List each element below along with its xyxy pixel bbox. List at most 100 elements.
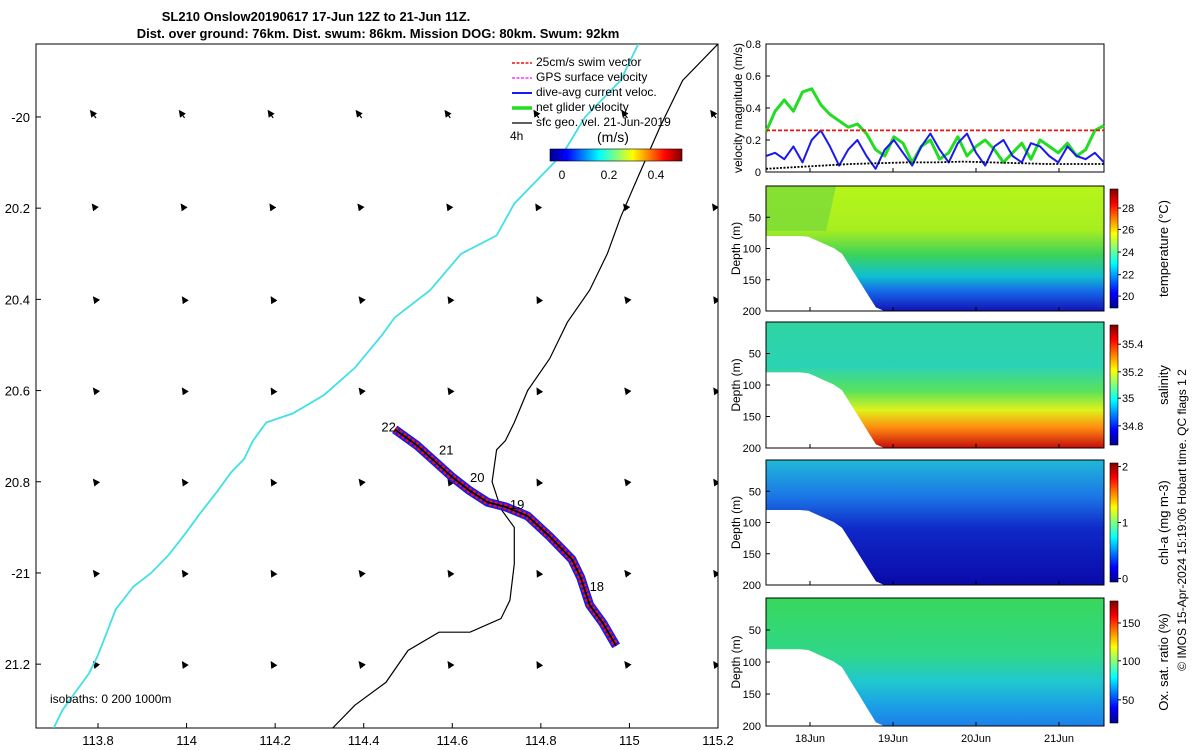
day-label: 18: [590, 579, 604, 594]
geo-velocity-arrow: [535, 203, 543, 212]
colorbar-tick-label: 34.8: [1122, 421, 1143, 433]
colorbar-tick-label: 150: [1122, 618, 1140, 630]
velocity-line: [764, 87, 1105, 164]
date-axis: 18Jun 19Jun 20Jun 21Jun: [795, 168, 1074, 745]
geo-velocity-arrow: [357, 203, 365, 212]
colorbar-tick-label: 35.2: [1122, 367, 1143, 379]
depth-tick-label: 50: [749, 625, 761, 637]
velocity-ylabel: velocity magnitude (m/s): [731, 43, 745, 173]
geo-velocity-arrow: [624, 296, 632, 305]
legend-item-net: net glider velocity: [512, 100, 629, 114]
colorbar-tick-label: 0: [1122, 573, 1128, 585]
geo-velocity-arrow: [536, 478, 544, 487]
date-tick-label: 20Jun: [961, 733, 991, 745]
geo-velocity-arrow: [181, 387, 189, 396]
geo-velocity-arrow: [712, 203, 718, 212]
colorbar-tick-label: 35.4: [1122, 339, 1143, 351]
map-legend: 25cm/s swim vector GPS surface velocity …: [512, 55, 671, 129]
map-y-tick-label: -20: [11, 110, 30, 125]
map-x-tick-label: 113.8: [82, 733, 114, 748]
depth-tick-label: 100: [743, 657, 761, 669]
section-warm-patch: [766, 186, 836, 231]
section-colorbar: [1109, 462, 1119, 583]
map-x-tick-label: 115.2: [702, 733, 734, 748]
velocity-y-tick-label: 0: [755, 167, 761, 179]
geo-velocity-arrow: [89, 109, 98, 119]
depth-tick-label: 100: [743, 518, 761, 530]
geo-velocity-arrow: [180, 203, 188, 212]
geo-velocity-arrow: [447, 387, 455, 396]
geo-velocity-arrow: [270, 660, 278, 669]
legend-item-gps: GPS surface velocity: [512, 70, 647, 84]
geo-velocity-arrow: [624, 478, 632, 487]
day-labels: 22 21 20 19 18: [381, 420, 604, 595]
geo-velocity-arrow: [358, 296, 366, 305]
day-label: 22: [381, 420, 395, 435]
chart-subtitle: Dist. over ground: 76km. Dist. swum: 86k…: [137, 26, 620, 41]
svg-text:sfc geo. vel. 21-Jun-2019: sfc geo. vel. 21-Jun-2019: [536, 115, 671, 129]
colorbar-tick-label: 22: [1122, 270, 1134, 282]
svg-text:dive-avg current veloc.: dive-avg current veloc.: [536, 85, 657, 99]
map-y-tick-label: 21.2: [5, 657, 30, 672]
map-x-tick-label: 114.4: [348, 733, 380, 748]
svg-text:net glider velocity: net glider velocity: [536, 100, 629, 114]
section-data-fill: [766, 598, 1104, 726]
geo-velocity-arrow: [91, 203, 99, 212]
geo-velocity-arrow: [447, 569, 455, 578]
geo-velocity-arrow: [444, 109, 452, 119]
geo-velocity-arrow: [533, 109, 541, 119]
colorbar-label: temperature (°C): [1156, 200, 1171, 297]
depth-tick-label: 50: [749, 486, 761, 498]
geo-velocity-arrow: [710, 109, 718, 119]
map-y-tick-label: -21: [11, 566, 30, 581]
depth-axis-label: Depth (m): [729, 635, 743, 688]
map-x-tick-label: 114.8: [525, 733, 557, 748]
colorbar-tick-label: 20: [1122, 291, 1134, 303]
colorbar-label: chl-a (mg m-3): [1156, 480, 1171, 565]
date-tick-label: 18Jun: [795, 733, 825, 745]
geo-velocity-arrow: [713, 569, 718, 578]
geo-velocity-arrow: [358, 387, 366, 396]
geo-velocity-arrow: [267, 109, 275, 119]
section-data-fill: [766, 460, 1104, 585]
glider-track: [394, 428, 617, 647]
geo-velocity-arrow: [447, 660, 455, 669]
geo-velocity-arrow: [447, 296, 455, 305]
colorbar-gradient: [549, 148, 683, 162]
velocity-line: [765, 160, 1104, 170]
velocity-y-tick-label: 0.8: [746, 39, 761, 51]
map-x-tick-label: 115: [619, 733, 640, 748]
velocity-panel: 0 0.2 0.4 0.6 0.8 velocity magnitude (m/s): [731, 39, 1105, 179]
legend-item-geo: sfc geo. vel. 21-Jun-2019: [512, 115, 671, 129]
map-panel: 113.8 114 114.2 114.4 114.6 114.8 115 115.2 -20 2…: [5, 43, 734, 748]
geo-velocity-arrow: [270, 296, 278, 305]
section-panel: 50 100 150 200 Depth (m) 20 22 24 26 28 temperatur…: [729, 185, 1171, 318]
colorbar-tick: 0.2: [601, 168, 618, 182]
map-y-tick-label: 20.2: [5, 201, 30, 216]
velocity-series: [764, 87, 1105, 170]
velocity-y-tick-label: 0.4: [746, 103, 761, 115]
colorbar-tick-label: 24: [1122, 247, 1134, 259]
legend-item-current: dive-avg current veloc.: [512, 85, 657, 99]
geo-velocity-arrow: [181, 569, 189, 578]
map-y-tick-label: 20.8: [5, 475, 30, 490]
depth-tick-label: 100: [743, 244, 761, 256]
depth-axis-label: Depth (m): [729, 496, 743, 549]
date-tick-label: 19Jun: [878, 733, 908, 745]
velocity-line: [765, 129, 1105, 170]
depth-tick-label: 200: [743, 580, 761, 592]
credit-text: © IMOS 15-Apr-2024 15:19:06 Hobart time.…: [1175, 369, 1189, 671]
date-tick-label: 21Jun: [1044, 733, 1074, 745]
colorbar-tick: 0: [559, 168, 566, 182]
day-label: 20: [470, 470, 484, 485]
depth-tick-label: 50: [749, 212, 761, 224]
sfc-geo-velocity-field: [89, 109, 718, 669]
section-colorbar: [1109, 188, 1119, 309]
colorbar-label: Ox. sat. ratio (%): [1156, 613, 1171, 711]
section-panel: 50 100 150 200 Depth (m) 34.8 35 35.2 35.4 salini…: [729, 321, 1171, 455]
depth-axis-label: Depth (m): [729, 358, 743, 411]
geo-velocity-arrow: [270, 569, 278, 578]
geo-velocity-arrow: [713, 296, 718, 305]
